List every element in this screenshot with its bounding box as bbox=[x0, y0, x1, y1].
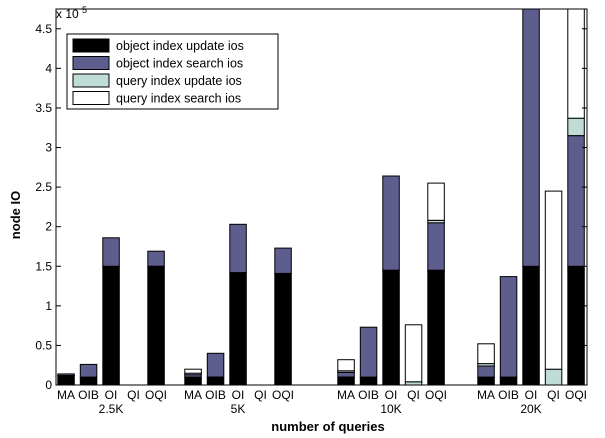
bar-segment-10K-QI-3 bbox=[404, 324, 423, 383]
x-method-label: QI bbox=[407, 388, 420, 402]
legend-swatch bbox=[72, 91, 110, 105]
bar-segment-5K-OIB-0 bbox=[206, 376, 225, 386]
x-method-label: OIB bbox=[498, 388, 519, 402]
y-axis-title: node IO bbox=[8, 191, 23, 239]
x-axis-title: number of queries bbox=[271, 419, 384, 434]
y-tick-label: 0.5 bbox=[35, 338, 52, 352]
bar-segment-10K-OQI-3 bbox=[427, 182, 445, 221]
bar-segment-20K-QI-2 bbox=[544, 368, 563, 386]
bar-segment-20K-OIB-1 bbox=[499, 276, 518, 378]
bar-segment-5K-OIB-1 bbox=[206, 352, 225, 378]
bar-segment-20K-OQI-1 bbox=[567, 135, 585, 267]
bar-segment-10K-OIB-0 bbox=[359, 376, 378, 386]
bar-segment-10K-MA-3 bbox=[337, 359, 355, 372]
x-method-label: OIB bbox=[205, 388, 226, 402]
x-method-label: MA bbox=[184, 388, 202, 402]
bar-segment-10K-OQI-0 bbox=[427, 269, 445, 386]
y-tick-label: 2.5 bbox=[35, 180, 52, 194]
bar-segment-20K-MA-1 bbox=[477, 365, 495, 378]
bar-segment-2.5K-OI-0 bbox=[102, 265, 120, 386]
bar-segment-5K-OI-1 bbox=[229, 223, 247, 274]
x-method-label: MA bbox=[477, 388, 495, 402]
y-tick-label: 3 bbox=[45, 141, 52, 155]
y-tick-label: 4 bbox=[45, 61, 52, 75]
bar-segment-2.5K-MA-1 bbox=[57, 373, 75, 376]
x-method-label: OQI bbox=[145, 388, 167, 402]
x-method-label: OI bbox=[525, 388, 538, 402]
y-tick-label: 1 bbox=[45, 299, 52, 313]
bar-segment-5K-OI-0 bbox=[229, 272, 247, 386]
x-method-label: OQI bbox=[425, 388, 447, 402]
legend-label: query index search ios bbox=[116, 92, 241, 106]
x-group-label: 2.5K bbox=[99, 402, 124, 416]
legend-swatch bbox=[72, 56, 110, 70]
x-method-label: QI bbox=[127, 388, 140, 402]
y-tick-label: 3.5 bbox=[35, 101, 52, 115]
x-method-label: QI bbox=[254, 388, 267, 402]
bar-segment-10K-OI-1 bbox=[382, 175, 400, 271]
y-tick-label: 1.5 bbox=[35, 259, 52, 273]
bar-segment-20K-OQI-0 bbox=[567, 265, 585, 386]
bar-segment-2.5K-OI-1 bbox=[102, 237, 120, 267]
bar-segment-20K-OI-1 bbox=[522, 8, 540, 267]
plot-frame bbox=[55, 8, 588, 386]
legend-label: query index update ios bbox=[116, 74, 242, 88]
x-method-label: MA bbox=[337, 388, 355, 402]
bar-segment-20K-MA-0 bbox=[477, 376, 495, 386]
bar-segment-5K-OQI-1 bbox=[274, 247, 292, 274]
legend-swatch bbox=[72, 38, 110, 53]
x-method-label: OQI bbox=[565, 388, 587, 402]
x-method-label: OQI bbox=[272, 388, 294, 402]
bar-segment-10K-MA-0 bbox=[337, 376, 355, 386]
x-method-label: MA bbox=[57, 388, 75, 402]
bar-segment-2.5K-OIB-0 bbox=[79, 376, 98, 386]
bar-segment-2.5K-OIB-1 bbox=[79, 363, 98, 378]
bar-segment-20K-OI-0 bbox=[522, 265, 540, 386]
bar-segment-10K-OIB-1 bbox=[359, 326, 378, 378]
bar-segment-20K-OQI-2 bbox=[567, 117, 585, 137]
y-multiplier-label: x 10 5 bbox=[56, 5, 87, 21]
bar-segment-10K-OQI-1 bbox=[427, 222, 445, 271]
legend-label: object index search ios bbox=[116, 57, 243, 71]
x-method-label: QI bbox=[547, 388, 560, 402]
bar-segment-5K-OQI-0 bbox=[274, 272, 292, 386]
x-method-label: OI bbox=[385, 388, 398, 402]
bar-segment-20K-OIB-0 bbox=[499, 376, 518, 386]
x-group-label: 20K bbox=[520, 402, 541, 416]
legend-swatch bbox=[72, 73, 110, 88]
x-method-label: OI bbox=[232, 388, 245, 402]
bar-segment-2.5K-OQI-0 bbox=[147, 265, 165, 386]
bars-layer bbox=[57, 8, 585, 386]
bar-segment-10K-MA-1 bbox=[337, 371, 355, 378]
bar-segment-2.5K-MA-0 bbox=[57, 375, 75, 386]
y-tick-label: 2 bbox=[45, 220, 52, 234]
y-tick-label: 4.5 bbox=[35, 22, 52, 36]
y-tick-label: 0 bbox=[45, 378, 52, 392]
x-method-label: OIB bbox=[358, 388, 379, 402]
bar-segment-10K-OI-0 bbox=[382, 269, 400, 386]
bar-segment-5K-MA-3 bbox=[184, 368, 202, 374]
legend: object index update ios object index sear… bbox=[66, 33, 279, 110]
x-method-label: OI bbox=[105, 388, 118, 402]
legend-label: object index update ios bbox=[116, 39, 244, 53]
x-group-label: 5K bbox=[231, 402, 246, 416]
x-group-label: 10K bbox=[380, 402, 401, 416]
y-multiplier-base: x 10 bbox=[56, 7, 79, 21]
bar-segment-20K-OQI-3 bbox=[567, 8, 585, 119]
bar-segment-20K-MA-3 bbox=[477, 343, 495, 365]
bar-segment-20K-QI-3 bbox=[544, 190, 563, 370]
bar-segment-5K-MA-0 bbox=[184, 376, 202, 386]
bar-segment-2.5K-OQI-1 bbox=[147, 250, 165, 267]
y-multiplier-exponent: 5 bbox=[82, 5, 87, 15]
x-method-label: OIB bbox=[78, 388, 99, 402]
